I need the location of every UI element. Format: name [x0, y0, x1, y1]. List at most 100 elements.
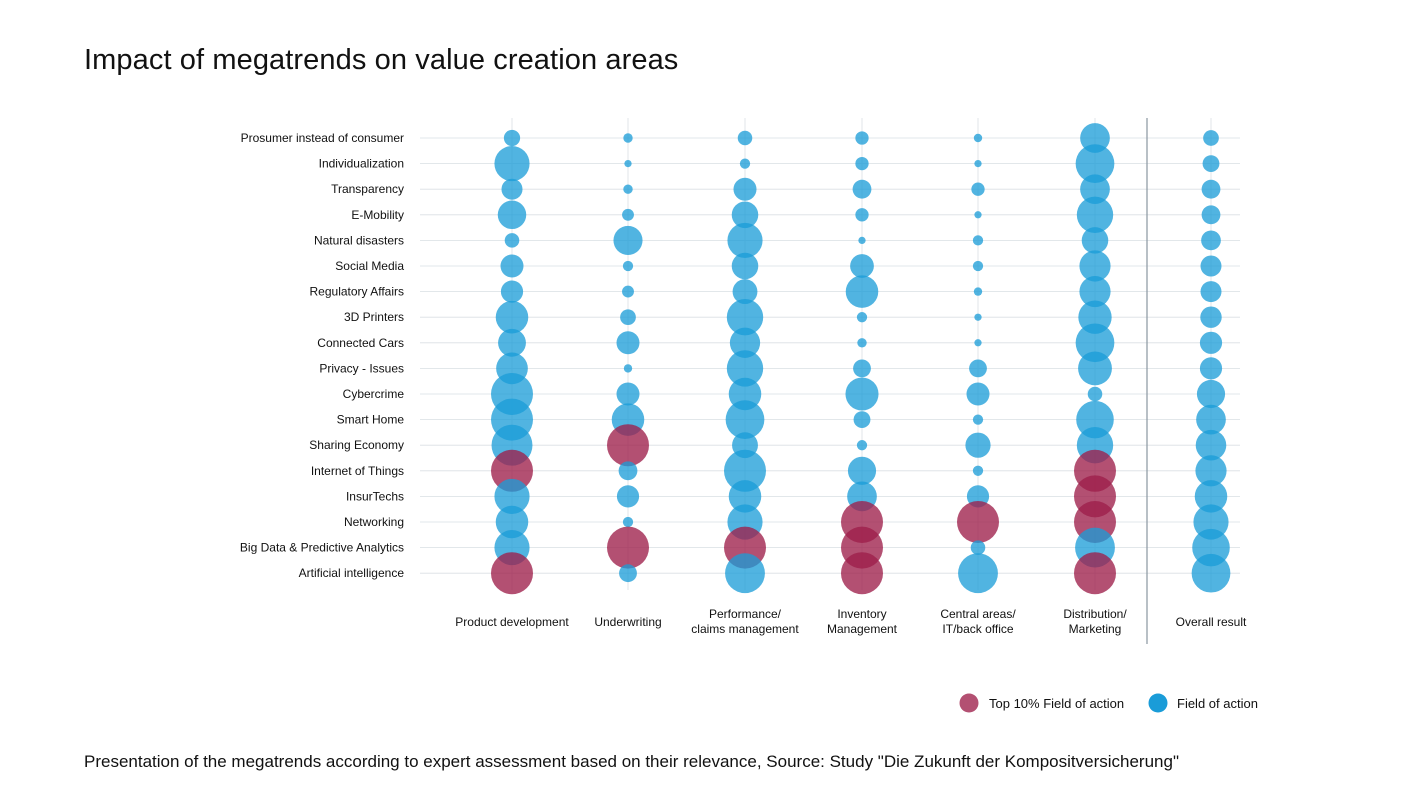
- row-label: Artificial intelligence: [299, 566, 405, 580]
- bubble-field: [1076, 400, 1114, 439]
- bubble-field: [1191, 553, 1231, 593]
- bubble-field: [972, 414, 984, 425]
- bubble-field: [1195, 429, 1227, 461]
- row-label: Privacy - Issues: [319, 361, 404, 375]
- column-label: Management: [827, 622, 898, 636]
- column-label: Underwriting: [594, 615, 661, 629]
- column-labels: Product development Underwriting Performan…: [455, 607, 1247, 636]
- bubble-field: [1080, 174, 1110, 205]
- bubble-field: [966, 382, 990, 406]
- bubble-field: [845, 377, 879, 411]
- row-label: Transparency: [331, 182, 404, 196]
- bubble-field: [973, 133, 983, 143]
- row-label: 3D Printers: [344, 310, 404, 324]
- legend: Top 10% Field of action Field of action: [959, 693, 1258, 713]
- bubble-field: [853, 411, 871, 428]
- column-label: IT/back office: [942, 622, 1013, 636]
- bubble-top10: [491, 449, 533, 492]
- bubble-field: [1075, 323, 1115, 363]
- bubble-field: [972, 465, 984, 476]
- bubble-field: [1194, 480, 1228, 513]
- bubble-field: [970, 540, 986, 555]
- bubble-field: [858, 236, 866, 245]
- bubble-field: [1202, 155, 1220, 173]
- bubble-field: [725, 553, 765, 594]
- column-label: Distribution/: [1063, 607, 1127, 621]
- bubble-field: [974, 339, 982, 347]
- column-label: Product development: [455, 615, 569, 629]
- row-label: Social Media: [335, 259, 404, 273]
- bubble-field: [856, 440, 868, 451]
- bubble-field: [725, 400, 765, 439]
- bubble-field: [1193, 504, 1229, 540]
- row-label: Sharing Economy: [309, 438, 404, 452]
- bubble-field: [494, 146, 530, 182]
- bubble-field: [972, 235, 984, 246]
- bubble-field: [724, 449, 766, 492]
- bubble-field: [503, 129, 521, 147]
- column-label: Inventory: [837, 607, 886, 621]
- bubble-field: [726, 299, 764, 336]
- row-label: Networking: [344, 515, 404, 529]
- bubble-field: [624, 159, 632, 168]
- bubble-field: [856, 312, 868, 323]
- bubble-field: [727, 222, 763, 258]
- bubble-field: [1081, 227, 1109, 254]
- chart-title: Impact of megatrends on value creation a…: [84, 44, 679, 76]
- bubble-top10: [607, 424, 649, 467]
- column-label: claims management: [691, 622, 799, 636]
- bubble-field: [855, 156, 869, 171]
- bubble-field: [731, 252, 759, 280]
- bubble-field: [855, 131, 869, 145]
- bubble-field: [974, 211, 982, 219]
- bubble-field: [623, 184, 633, 194]
- bubble-field: [1079, 250, 1111, 282]
- bubble-field: [1196, 379, 1226, 409]
- bubble-top10: [491, 552, 533, 595]
- bubble-field: [850, 254, 874, 278]
- bubble-field: [965, 432, 991, 458]
- bubble-field: [616, 382, 640, 406]
- row-label: Internet of Things: [311, 464, 404, 478]
- bubble-field: [616, 331, 640, 355]
- row-label: Smart Home: [337, 413, 405, 427]
- bubble-field: [501, 178, 523, 200]
- bubble-field: [623, 133, 633, 143]
- column-label: Performance/: [709, 607, 782, 621]
- bubble-field: [1078, 351, 1112, 386]
- bubble-field: [1199, 357, 1223, 380]
- bubble-top10: [607, 526, 649, 569]
- bubble-field: [737, 130, 753, 146]
- bubble-field: [974, 313, 982, 321]
- bubble-field: [1196, 404, 1226, 435]
- row-labels: Prosumer instead of consumer Individualiz…: [240, 131, 404, 580]
- figure-caption: Presentation of the megatrends according…: [84, 752, 1179, 771]
- bubble-field: [622, 516, 634, 528]
- bubble-field: [733, 177, 757, 201]
- bubble-field: [1076, 196, 1114, 233]
- row-label: Regulatory Affairs: [310, 285, 405, 299]
- bubble-field: [622, 260, 634, 272]
- bubble-field: [494, 478, 530, 514]
- column-label: Overall result: [1176, 615, 1247, 629]
- bubble-field: [855, 208, 869, 222]
- bubble-field: [498, 328, 526, 357]
- column-label: Central areas/: [940, 607, 1016, 621]
- bubble-field: [852, 179, 872, 199]
- bubble-field: [616, 485, 640, 508]
- row-label: Prosumer instead of consumer: [241, 131, 404, 145]
- bubbles: [491, 123, 1231, 595]
- bubble-field: [500, 254, 524, 278]
- bubble-field: [1200, 306, 1222, 328]
- row-label: Natural disasters: [314, 233, 404, 247]
- bubble-field: [739, 158, 751, 169]
- bubble-field: [857, 338, 867, 348]
- bubble-field: [1087, 386, 1103, 402]
- bubble-field: [1079, 276, 1111, 308]
- bubble-field: [958, 553, 998, 594]
- bubble-field: [973, 287, 983, 296]
- bubble-field: [1195, 455, 1227, 487]
- bubble-top10: [957, 501, 999, 543]
- row-label: InsurTechs: [346, 489, 404, 503]
- legend-swatch-field: [1148, 693, 1168, 713]
